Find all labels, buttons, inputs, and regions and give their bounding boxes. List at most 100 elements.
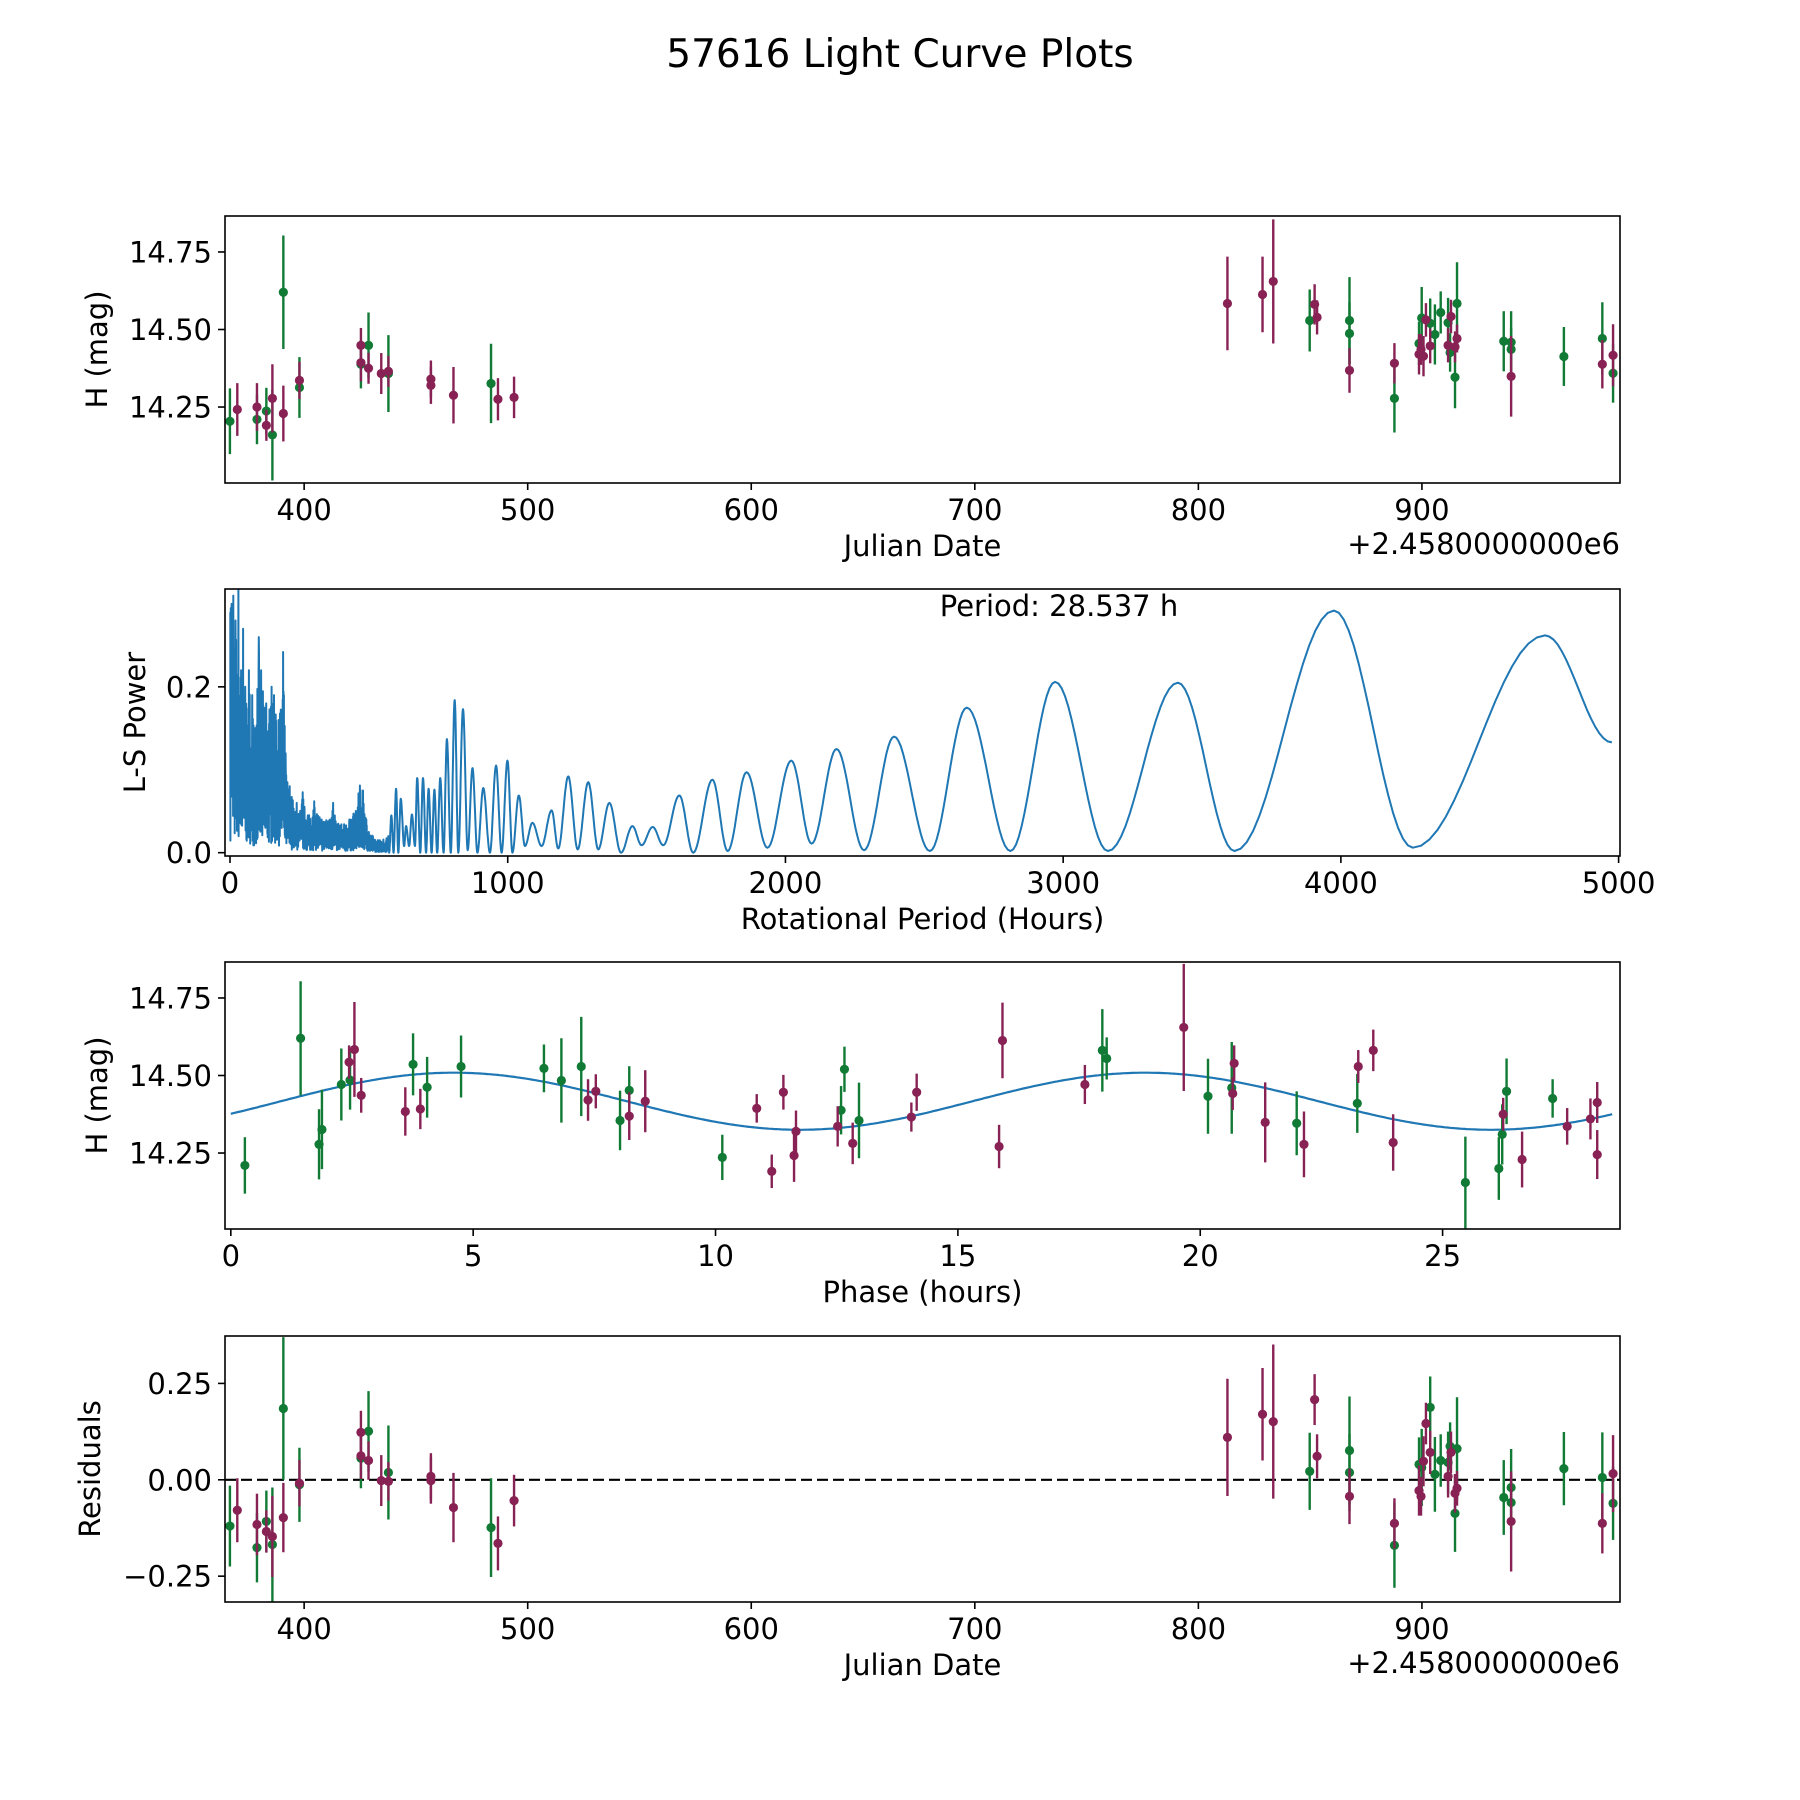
data-point <box>1260 1117 1270 1127</box>
data-point <box>376 368 386 379</box>
data-point <box>400 1106 410 1117</box>
data-point <box>1222 1432 1233 1442</box>
residuals-frame <box>224 1335 1621 1603</box>
y-tick-label: −0.25 <box>123 1560 212 1594</box>
data-point <box>456 1061 466 1072</box>
x-tick-label: 2000 <box>749 866 823 900</box>
data-point <box>1592 1097 1602 1108</box>
phase-folded-frame <box>224 961 1621 1230</box>
data-point <box>767 1166 777 1176</box>
x-tick-label: 700 <box>947 493 1002 527</box>
data-point <box>317 1124 327 1135</box>
data-point <box>854 1115 864 1126</box>
data-point <box>1450 1508 1460 1518</box>
data-point <box>994 1141 1004 1152</box>
data-point <box>376 1475 386 1486</box>
data-point <box>1443 340 1453 350</box>
data-point <box>1229 1058 1239 1069</box>
x-axis-label: Julian Date <box>842 1648 1002 1682</box>
data-point <box>624 1085 634 1095</box>
data-point <box>1425 1447 1435 1458</box>
data-point <box>997 1035 1008 1046</box>
data-point <box>1559 1464 1569 1474</box>
data-point <box>1608 350 1618 360</box>
data-point <box>1203 1091 1213 1101</box>
data-point <box>1499 1492 1509 1503</box>
data-point <box>261 1526 271 1537</box>
data-point <box>356 1090 366 1100</box>
data-point <box>583 1095 593 1105</box>
data-point <box>426 1475 436 1486</box>
y-axis-label: Residuals <box>73 1400 107 1538</box>
y-tick-label: 14.50 <box>129 1059 212 1093</box>
period-annotation: Period: 28.537 h <box>940 589 1179 623</box>
data-point <box>1608 1469 1618 1479</box>
data-point <box>912 1087 922 1097</box>
x-tick-label: 20 <box>1182 1239 1219 1273</box>
data-point <box>1228 1088 1238 1099</box>
data-point <box>1517 1154 1527 1165</box>
data-point <box>1352 1098 1362 1109</box>
data-point <box>296 1033 306 1043</box>
data-point <box>1305 315 1315 326</box>
data-point <box>363 363 374 373</box>
data-point <box>225 416 235 426</box>
x-axis-label: Rotational Period (Hours) <box>741 902 1105 936</box>
data-point <box>1452 333 1462 344</box>
x-tick-label: 400 <box>276 1612 331 1646</box>
data-point <box>1450 372 1460 382</box>
data-point <box>344 1057 354 1067</box>
data-point <box>493 394 503 404</box>
data-point <box>448 390 459 400</box>
data-point <box>1592 1149 1602 1160</box>
green-series <box>225 235 1618 481</box>
data-point <box>556 1075 566 1086</box>
x-tick-label: 25 <box>1424 1239 1461 1273</box>
data-point <box>1268 1416 1278 1427</box>
data-point <box>1452 1483 1462 1493</box>
data-point <box>839 1064 850 1074</box>
data-point <box>232 1505 242 1515</box>
x-tick-label: 800 <box>1171 1612 1226 1646</box>
data-point <box>1299 1139 1309 1149</box>
data-point <box>493 1538 503 1549</box>
y-axis-label: L-S Power <box>118 652 152 793</box>
data-point <box>717 1152 727 1162</box>
data-point <box>848 1138 858 1149</box>
data-point <box>1498 1109 1508 1119</box>
data-point <box>1548 1093 1558 1104</box>
data-point <box>640 1096 650 1106</box>
green-series <box>225 1337 1618 1602</box>
data-point <box>1418 351 1429 361</box>
data-point <box>1292 1118 1302 1128</box>
data-point <box>1310 1395 1320 1405</box>
data-point <box>1305 1466 1315 1476</box>
data-point <box>1499 336 1509 346</box>
x-tick-label: 3000 <box>1026 866 1100 900</box>
data-point <box>1450 342 1460 352</box>
data-point <box>789 1150 799 1161</box>
green-series <box>240 981 1558 1229</box>
x-tick-label: 15 <box>939 1239 976 1273</box>
data-point <box>1368 1045 1378 1055</box>
data-point <box>791 1126 801 1136</box>
x-tick-label: 600 <box>724 493 779 527</box>
data-point <box>1312 312 1322 323</box>
y-tick-label: 14.25 <box>129 1137 212 1171</box>
x-tick-label: 0 <box>221 866 239 900</box>
y-tick-label: 14.25 <box>129 391 212 425</box>
data-point <box>1585 1114 1596 1124</box>
data-point <box>1257 289 1268 300</box>
data-point <box>1080 1079 1090 1090</box>
data-point <box>1559 351 1569 362</box>
y-tick-label: 0.0 <box>166 836 212 870</box>
data-point <box>267 430 277 440</box>
data-point <box>1418 1456 1429 1466</box>
data-point <box>383 1476 394 1486</box>
data-point <box>778 1087 788 1097</box>
data-point <box>408 1059 418 1069</box>
purple-series <box>232 219 1618 442</box>
data-point <box>1597 1472 1607 1483</box>
data-point <box>1421 1418 1431 1429</box>
data-point <box>1344 1491 1355 1501</box>
